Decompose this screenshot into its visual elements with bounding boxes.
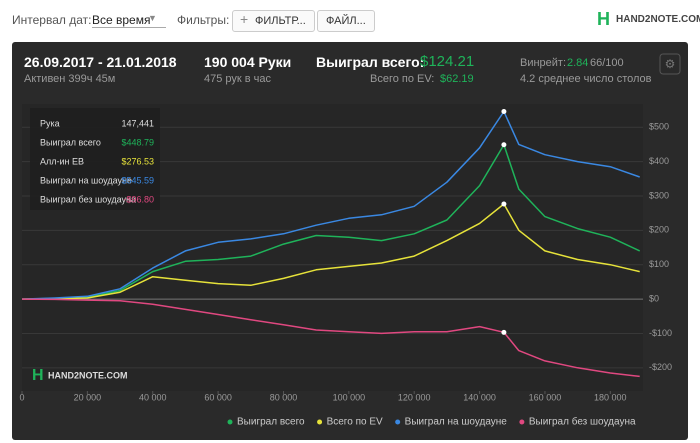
x-tick-label: 40 000	[139, 392, 167, 402]
legend-label: Выиграл на шоудауне	[405, 417, 508, 428]
legend-dot	[519, 419, 525, 425]
period: 26.09.2017 - 21.01.2018	[24, 54, 177, 70]
series-line	[21, 203, 640, 300]
logo-icon: H	[597, 9, 610, 29]
y-tick-label: $500	[649, 122, 669, 132]
x-tick-label: 60 000	[204, 392, 232, 402]
winrate-unit: 66/100	[590, 57, 624, 69]
filter-button[interactable]: ФИЛЬТР...	[232, 10, 315, 32]
legend-label: Всего по EV	[327, 417, 383, 428]
y-tick-label: -$200	[649, 362, 672, 372]
won-label: Выиграл всего:	[316, 54, 425, 70]
ev-value: $62.19	[440, 73, 474, 85]
watermark: HAND2NOTE.COM	[48, 370, 128, 380]
settings-icon: ⚙	[665, 57, 676, 71]
chart: ⚙ -$200 -$100 $0 $100 $200 $300 $400 $500 0 20 00…	[19, 53, 681, 428]
tables: 4.2 среднее число столов	[520, 73, 652, 85]
x-tick-label: 160 000	[529, 392, 562, 402]
y-tick-label: $200	[649, 225, 669, 235]
winrate-label: Винрейт:	[520, 57, 567, 69]
date-select[interactable]: Все время	[92, 13, 167, 28]
y-tick-label: $400	[649, 156, 669, 166]
x-tick-label: 0	[19, 392, 24, 402]
dropdown-arrow: ▼	[148, 13, 157, 23]
tooltip-label: Алл-ин EB	[40, 156, 84, 166]
x-tick-label: 20 000	[74, 392, 102, 402]
x-tick-label: 140 000	[463, 392, 496, 402]
y-tick-label: $100	[649, 259, 669, 269]
filters-label: Фильтры:	[177, 13, 230, 27]
watermark-icon: H	[32, 367, 44, 384]
legend-dot	[227, 419, 233, 425]
tooltip-label: Выиграл без шоудауна	[40, 194, 136, 204]
winrate-value: 2.84	[567, 57, 589, 69]
x-tick-label: 180 000	[594, 392, 627, 402]
ev-label: Всего по EV:	[370, 73, 435, 85]
legend-label: Выиграл без шоудауна	[529, 416, 636, 428]
hover-point	[501, 109, 507, 115]
x-tick-label: 100 000	[333, 392, 366, 402]
series-line	[21, 298, 640, 378]
won-value: $124.21	[420, 53, 475, 70]
tooltip-value: 147,441	[121, 118, 154, 128]
hover-point	[501, 142, 507, 148]
tooltip-label: Выиграл на шоудауне	[40, 175, 132, 185]
hands-per-hour: 475 рук в час	[204, 73, 272, 85]
active-time: Активен 399ч 45м	[24, 73, 116, 85]
y-tick-label: $0	[649, 293, 659, 303]
stats-panel: 26.09.2017 - 21.01.2018 Активен 399ч 45м…	[12, 42, 688, 440]
hover-point	[501, 329, 507, 335]
hover-point	[501, 201, 507, 207]
plus-icon: +	[240, 11, 249, 27]
hands: 190 004 Руки	[204, 54, 292, 70]
file-button[interactable]: ФАЙЛ...	[317, 10, 375, 32]
tooltip-value: $545.59	[121, 175, 154, 185]
logo: HAND2NOTE.COM	[616, 14, 700, 25]
tooltip-value: -$96.80	[123, 194, 154, 204]
tooltip: Рука 147,441 Выиграл всего $448.79 Алл-ин EB…	[30, 108, 160, 210]
series-line	[21, 144, 641, 300]
legend-dot	[317, 419, 323, 425]
y-tick-label: -$100	[649, 328, 672, 338]
x-tick-label: 120 000	[398, 392, 431, 402]
settings-button[interactable]	[659, 53, 681, 75]
legend-dot	[395, 419, 401, 425]
tooltip-box	[30, 108, 160, 210]
legend-label: Выиграл всего	[237, 417, 305, 428]
toolbar: Интервал дат: Все время ▼ Фильтры: ФИЛЬТ…	[0, 0, 700, 42]
tooltip-value: $276.53	[121, 156, 154, 166]
series-line	[21, 110, 640, 300]
tooltip-label: Выиграл всего	[40, 137, 101, 147]
date-label: Интервал дат:	[12, 13, 92, 27]
x-tick-label: 80 000	[270, 392, 298, 402]
y-tick-label: $300	[649, 190, 669, 200]
tooltip-label: Рука	[40, 118, 60, 128]
tooltip-value: $448.79	[121, 137, 154, 147]
